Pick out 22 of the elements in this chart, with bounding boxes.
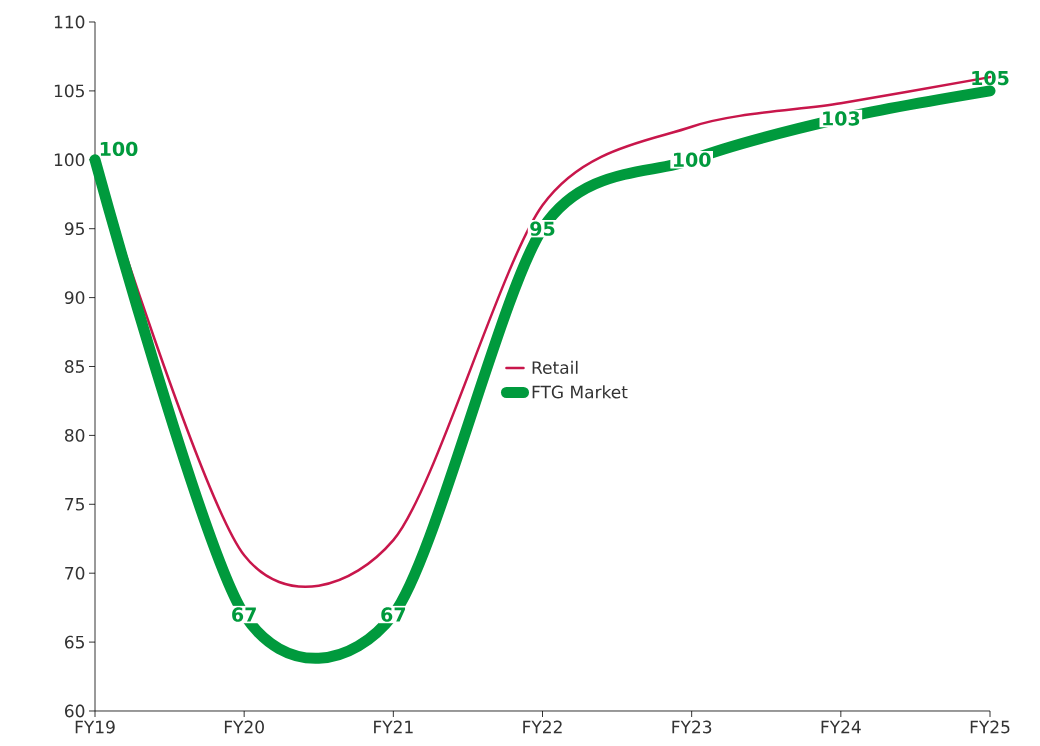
x-tick-label: FY21 (374, 720, 413, 734)
x-tick-label: FY20 (224, 720, 264, 734)
y-tick-label: 65 (65, 635, 84, 649)
x-tick-label: FY19 (75, 720, 115, 734)
legend-label: Retail (532, 360, 578, 375)
x-tick-label: FY23 (672, 720, 712, 734)
x-tick-label: FY25 (970, 720, 1010, 734)
y-tick-label: 60 (65, 704, 85, 718)
y-tick-label: 75 (65, 497, 84, 511)
y-tick-label: 90 (64, 291, 85, 305)
y-tick-label: 80 (64, 428, 85, 442)
y-tick-label: 105 (54, 84, 84, 98)
x-tick-label: FY24 (821, 720, 861, 734)
x-tick-label: FY22 (523, 720, 562, 734)
y-tick-label: 70 (65, 566, 85, 580)
y-tick-label: 110 (54, 15, 85, 29)
legend-label: FTG Market (532, 385, 628, 399)
data-label: 105 (972, 70, 1009, 86)
y-tick-label: 95 (64, 222, 84, 236)
y-tick-label: 100 (54, 153, 85, 167)
data-label: 100 (100, 141, 138, 157)
y-tick-label: 85 (64, 360, 84, 373)
